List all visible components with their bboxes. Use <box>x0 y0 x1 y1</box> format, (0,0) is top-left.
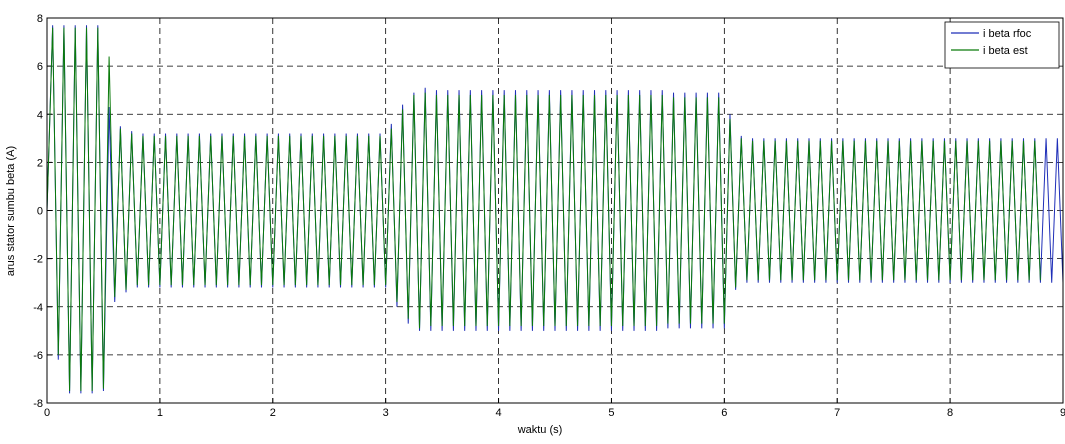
legend-label: i beta rfoc <box>983 28 1032 40</box>
x-tick-label: 0 <box>44 407 50 419</box>
x-tick-label: 7 <box>834 407 840 419</box>
y-tick-label: 2 <box>37 157 43 169</box>
chart: waktu (s) arus stator sumbu beta (A) 0 1 2… <box>0 0 1065 439</box>
legend: i beta rfoc i beta est <box>945 22 1059 68</box>
x-tick-label: 5 <box>608 407 614 419</box>
y-tick-label: 0 <box>37 206 43 218</box>
y-tick-label: 4 <box>37 109 43 121</box>
legend-label: i beta est <box>983 45 1028 57</box>
y-axis-label: arus stator sumbu beta (A) <box>5 146 17 276</box>
y-tick-label: -4 <box>33 302 43 314</box>
x-tick-label: 2 <box>270 407 276 419</box>
y-tick-label: 6 <box>37 61 43 73</box>
y-tick-label: -2 <box>33 254 43 266</box>
x-tick-label: 8 <box>947 407 953 419</box>
x-tick-label: 6 <box>721 407 727 419</box>
x-tick-label: 3 <box>383 407 389 419</box>
x-axis-label: waktu (s) <box>517 424 563 436</box>
y-tick-label: 8 <box>37 13 43 25</box>
y-tick-label: -8 <box>33 398 43 410</box>
x-tick-label: 1 <box>157 407 163 419</box>
x-tick-label: 9 <box>1060 407 1065 419</box>
x-tick-label: 4 <box>495 407 501 419</box>
y-tick-label: -6 <box>33 350 43 362</box>
